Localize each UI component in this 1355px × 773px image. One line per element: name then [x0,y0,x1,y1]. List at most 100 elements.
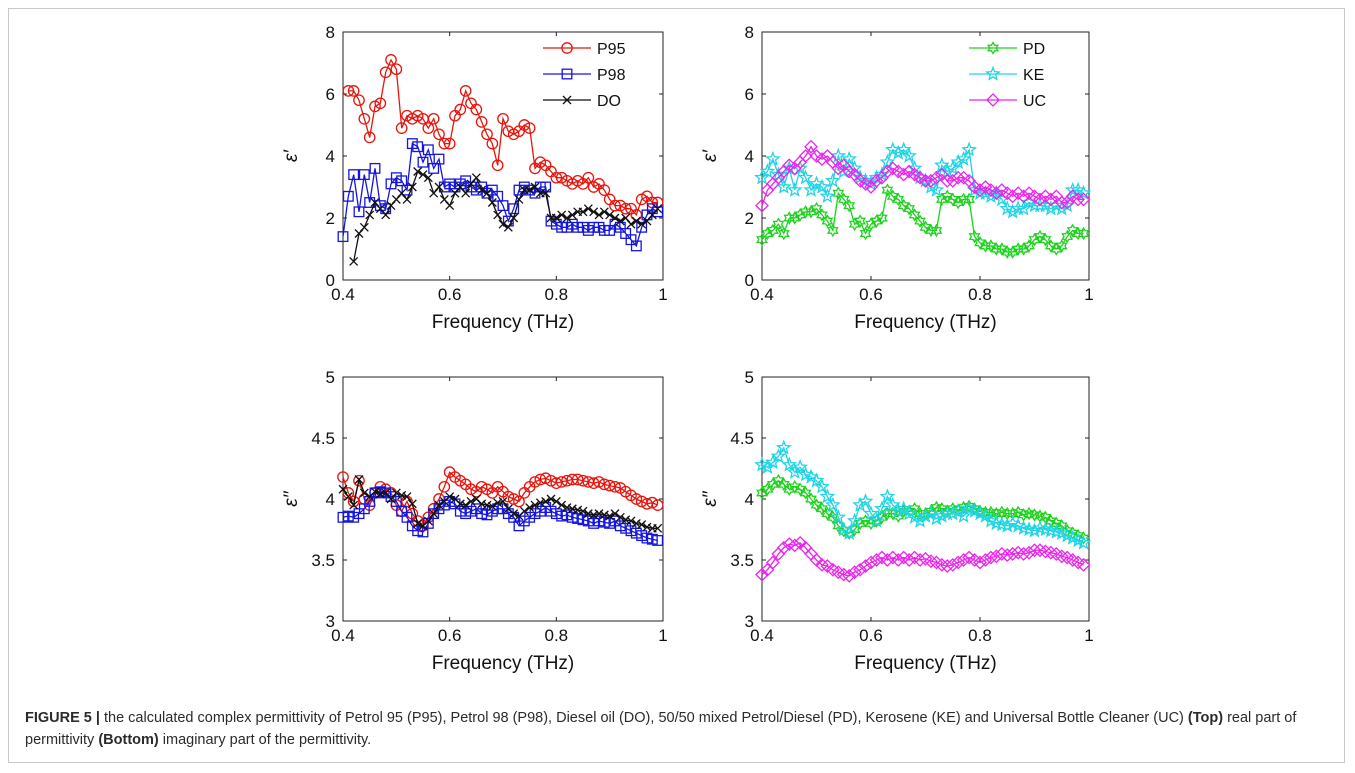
data-point [631,216,641,226]
data-point [908,502,921,516]
data-point [630,209,643,221]
data-point [1034,229,1046,244]
data-point [1006,506,1019,521]
data-point [1028,232,1041,247]
data-point [539,472,552,485]
data-point [940,559,955,574]
data-point [995,242,1008,256]
data-point [1005,546,1020,561]
data-point [842,568,857,583]
data-point [934,557,949,572]
data-point [454,103,467,116]
data-point [825,496,841,512]
data-point [519,506,529,516]
data-point [841,150,858,166]
y-tick-label: 2 [745,209,754,228]
series-line [348,58,658,217]
series-uc [755,536,1091,583]
figure-plots: 0.4 0.6 0.8 1 0 2 4 6 8 Frequency (THz) ε′ P95 P98 DO… [281,23,1094,674]
data-point [1054,195,1069,210]
series-line [761,479,1084,539]
data-point [944,505,961,521]
data-point [342,487,355,499]
data-point [535,498,545,508]
series-p95 [342,54,664,221]
data-point [365,210,375,220]
data-point [983,187,999,204]
data-point [349,500,359,510]
data-point [761,226,774,241]
data-point [1022,545,1036,560]
data-point [1001,245,1014,259]
x-tick-label: 0.4 [750,626,774,645]
data-point [482,188,492,198]
data-point [615,216,625,226]
data-point [847,565,862,580]
data-point [594,509,604,519]
data-point [583,204,593,214]
y-tick-label: 4 [745,147,754,166]
data-point [783,482,796,496]
data-point [919,220,932,235]
y-tick-label: 5 [326,368,335,387]
data-point [402,492,412,502]
data-point [433,153,445,165]
data-point [598,184,611,196]
data-point [1011,545,1026,560]
data-point [353,474,365,487]
data-point [342,85,355,97]
data-point [354,475,364,484]
legend-marker [985,65,1001,81]
data-point [577,474,589,487]
x-tick-label: 0.8 [968,285,992,304]
data-point [359,488,369,498]
data-point [503,222,513,232]
data-point [642,522,652,532]
data-point [498,496,508,506]
x-tick-label: 0.8 [545,626,569,645]
data-point [557,210,567,220]
data-point [477,185,487,195]
data-point [933,507,950,523]
data-point [908,208,921,222]
data-point [929,170,944,185]
data-point [395,122,408,134]
data-point [412,141,424,153]
data-point [508,203,520,215]
x-axis-label: Frequency (THz) [432,653,575,674]
data-point [502,215,514,227]
data-point [870,514,883,528]
panel-top-right: 0.4 0.6 0.8 1 0 2 4 6 8 Frequency (THz) ε′ PD KE UC [700,23,1094,333]
data-point [407,182,417,192]
data-point [859,226,872,241]
data-point [879,488,896,504]
data-point [546,494,556,504]
data-point [827,223,839,238]
data-point [890,144,907,160]
data-point [487,198,497,207]
data-point [775,439,792,455]
data-point [810,201,823,216]
data-point [830,147,847,163]
data-point [766,477,779,492]
data-point [945,557,960,572]
data-point [541,496,551,506]
data-point [881,506,894,521]
data-point [423,516,433,526]
data-point [819,187,836,204]
x-axis-label: Frequency (THz) [854,653,997,674]
data-point [455,499,465,509]
data-point [761,482,774,496]
data-point [1077,226,1090,241]
data-point [418,170,428,180]
data-point [1027,543,1042,558]
legend: P95 P98 DO [543,41,626,110]
x-tick-label: 0.8 [968,626,992,645]
data-point [928,181,945,197]
data-point [961,141,977,157]
data-point [477,499,487,509]
y-tick-label: 3 [326,612,335,631]
data-point [438,137,451,150]
data-point [892,192,905,207]
data-point [470,103,483,116]
